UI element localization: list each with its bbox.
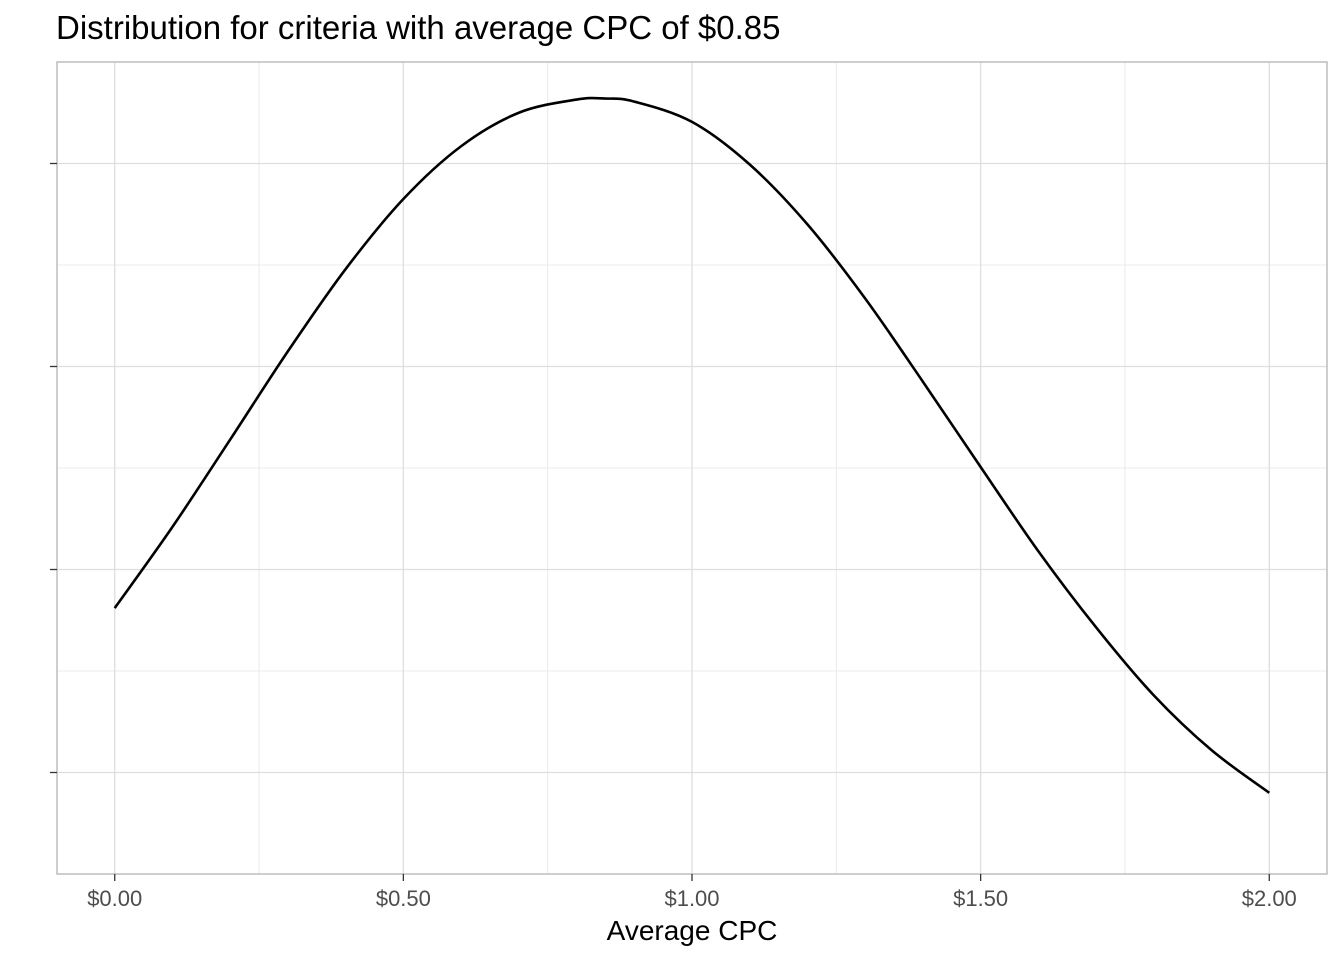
grid-layer [57,62,1327,874]
x-tick-label: $2.00 [1242,886,1297,911]
series-layer [113,96,1271,794]
x-tick-label: $0.00 [87,886,142,911]
tick-layer: $0.00 $0.50 $1.00 $1.50 $2.00 [50,162,1297,911]
x-tick-label: $1.50 [953,886,1008,911]
chart-title: Distribution for criteria with average C… [56,9,781,46]
density-line [113,96,1271,794]
x-axis-label: Average CPC [607,915,778,946]
x-tick-label: $0.50 [376,886,431,911]
x-tick-label: $1.00 [664,886,719,911]
